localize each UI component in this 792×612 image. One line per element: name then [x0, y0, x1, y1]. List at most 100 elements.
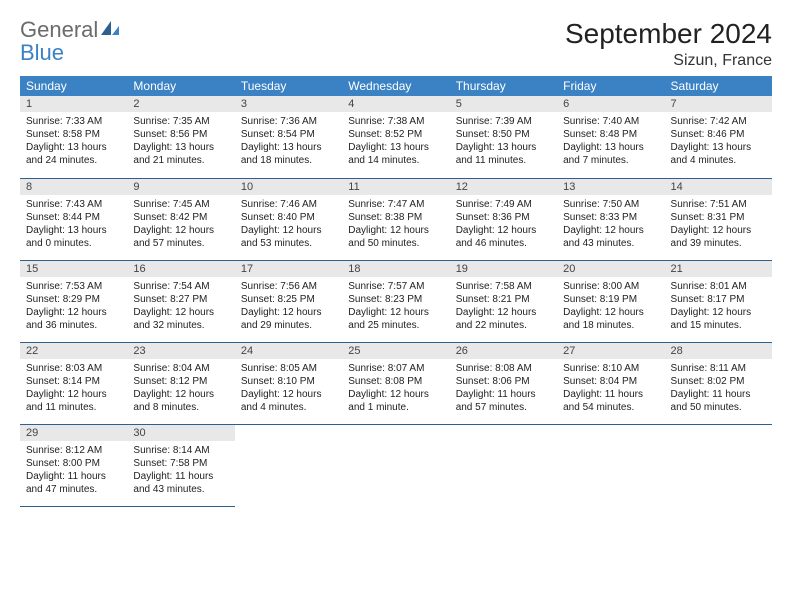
daylight-line: Daylight: 12 hours and 1 minute. — [348, 388, 443, 414]
daylight-line: Daylight: 13 hours and 14 minutes. — [348, 141, 443, 167]
sunset-line: Sunset: 8:48 PM — [563, 128, 658, 141]
sunrise-line: Sunrise: 8:04 AM — [133, 362, 228, 375]
day-cell: 25Sunrise: 8:07 AMSunset: 8:08 PMDayligh… — [342, 342, 449, 424]
sunrise-line: Sunrise: 8:07 AM — [348, 362, 443, 375]
day-info: Sunrise: 7:38 AMSunset: 8:52 PMDaylight:… — [342, 112, 449, 171]
day-cell: 8Sunrise: 7:43 AMSunset: 8:44 PMDaylight… — [20, 178, 127, 260]
day-cell: 27Sunrise: 8:10 AMSunset: 8:04 PMDayligh… — [557, 342, 664, 424]
daylight-line: Daylight: 12 hours and 57 minutes. — [133, 224, 228, 250]
day-cell: 14Sunrise: 7:51 AMSunset: 8:31 PMDayligh… — [665, 178, 772, 260]
daylight-line: Daylight: 11 hours and 47 minutes. — [26, 470, 121, 496]
day-info: Sunrise: 7:45 AMSunset: 8:42 PMDaylight:… — [127, 195, 234, 254]
day-number: 1 — [20, 96, 127, 112]
day-number: 7 — [665, 96, 772, 112]
sunset-line: Sunset: 8:19 PM — [563, 293, 658, 306]
day-cell: 5Sunrise: 7:39 AMSunset: 8:50 PMDaylight… — [450, 96, 557, 178]
sunset-line: Sunset: 8:52 PM — [348, 128, 443, 141]
dow-friday: Friday — [557, 76, 664, 96]
day-cell: 10Sunrise: 7:46 AMSunset: 8:40 PMDayligh… — [235, 178, 342, 260]
day-info: Sunrise: 8:00 AMSunset: 8:19 PMDaylight:… — [557, 277, 664, 336]
dow-thursday: Thursday — [450, 76, 557, 96]
daylight-line: Daylight: 12 hours and 39 minutes. — [671, 224, 766, 250]
sunrise-line: Sunrise: 7:54 AM — [133, 280, 228, 293]
day-cell: 15Sunrise: 7:53 AMSunset: 8:29 PMDayligh… — [20, 260, 127, 342]
dow-monday: Monday — [127, 76, 234, 96]
day-info: Sunrise: 7:36 AMSunset: 8:54 PMDaylight:… — [235, 112, 342, 171]
sunrise-line: Sunrise: 8:05 AM — [241, 362, 336, 375]
day-number: 22 — [20, 343, 127, 359]
day-number: 10 — [235, 179, 342, 195]
day-info: Sunrise: 7:47 AMSunset: 8:38 PMDaylight:… — [342, 195, 449, 254]
day-number: 8 — [20, 179, 127, 195]
day-info: Sunrise: 7:56 AMSunset: 8:25 PMDaylight:… — [235, 277, 342, 336]
day-info: Sunrise: 7:46 AMSunset: 8:40 PMDaylight:… — [235, 195, 342, 254]
daylight-line: Daylight: 11 hours and 50 minutes. — [671, 388, 766, 414]
day-info: Sunrise: 8:04 AMSunset: 8:12 PMDaylight:… — [127, 359, 234, 418]
day-cell: .. — [665, 424, 772, 506]
day-number: 6 — [557, 96, 664, 112]
sunset-line: Sunset: 8:06 PM — [456, 375, 551, 388]
sunset-line: Sunset: 8:27 PM — [133, 293, 228, 306]
daylight-line: Daylight: 11 hours and 54 minutes. — [563, 388, 658, 414]
day-info: Sunrise: 8:07 AMSunset: 8:08 PMDaylight:… — [342, 359, 449, 418]
daylight-line: Daylight: 12 hours and 36 minutes. — [26, 306, 121, 332]
sunset-line: Sunset: 8:04 PM — [563, 375, 658, 388]
day-number: 15 — [20, 261, 127, 277]
day-number: 11 — [342, 179, 449, 195]
month-title: September 2024 — [565, 18, 772, 50]
sunrise-line: Sunrise: 7:49 AM — [456, 198, 551, 211]
dow-sunday: Sunday — [20, 76, 127, 96]
sunrise-line: Sunrise: 7:51 AM — [671, 198, 766, 211]
day-info: Sunrise: 8:11 AMSunset: 8:02 PMDaylight:… — [665, 359, 772, 418]
sail-icon — [100, 18, 120, 41]
sunrise-line: Sunrise: 7:47 AM — [348, 198, 443, 211]
sunset-line: Sunset: 8:46 PM — [671, 128, 766, 141]
day-number: 2 — [127, 96, 234, 112]
day-info: Sunrise: 8:05 AMSunset: 8:10 PMDaylight:… — [235, 359, 342, 418]
day-cell: 19Sunrise: 7:58 AMSunset: 8:21 PMDayligh… — [450, 260, 557, 342]
daylight-line: Daylight: 13 hours and 11 minutes. — [456, 141, 551, 167]
day-info: Sunrise: 7:54 AMSunset: 8:27 PMDaylight:… — [127, 277, 234, 336]
day-cell: .. — [450, 424, 557, 506]
day-cell: 7Sunrise: 7:42 AMSunset: 8:46 PMDaylight… — [665, 96, 772, 178]
day-number: 17 — [235, 261, 342, 277]
day-cell: 24Sunrise: 8:05 AMSunset: 8:10 PMDayligh… — [235, 342, 342, 424]
sunset-line: Sunset: 8:50 PM — [456, 128, 551, 141]
day-cell: 29Sunrise: 8:12 AMSunset: 8:00 PMDayligh… — [20, 424, 127, 506]
day-info: Sunrise: 8:10 AMSunset: 8:04 PMDaylight:… — [557, 359, 664, 418]
day-cell: 12Sunrise: 7:49 AMSunset: 8:36 PMDayligh… — [450, 178, 557, 260]
daylight-line: Daylight: 12 hours and 46 minutes. — [456, 224, 551, 250]
sunrise-line: Sunrise: 7:58 AM — [456, 280, 551, 293]
day-cell: 21Sunrise: 8:01 AMSunset: 8:17 PMDayligh… — [665, 260, 772, 342]
day-number: 30 — [127, 425, 234, 441]
day-number: 29 — [20, 425, 127, 441]
day-number: 24 — [235, 343, 342, 359]
day-info: Sunrise: 7:43 AMSunset: 8:44 PMDaylight:… — [20, 195, 127, 254]
sunset-line: Sunset: 8:31 PM — [671, 211, 766, 224]
sunrise-line: Sunrise: 7:53 AM — [26, 280, 121, 293]
daylight-line: Daylight: 12 hours and 50 minutes. — [348, 224, 443, 250]
sunrise-line: Sunrise: 7:38 AM — [348, 115, 443, 128]
sunset-line: Sunset: 8:42 PM — [133, 211, 228, 224]
day-info: Sunrise: 7:35 AMSunset: 8:56 PMDaylight:… — [127, 112, 234, 171]
sunset-line: Sunset: 8:00 PM — [26, 457, 121, 470]
daylight-line: Daylight: 13 hours and 0 minutes. — [26, 224, 121, 250]
sunset-line: Sunset: 8:58 PM — [26, 128, 121, 141]
sunset-line: Sunset: 8:44 PM — [26, 211, 121, 224]
daylight-line: Daylight: 12 hours and 29 minutes. — [241, 306, 336, 332]
day-cell: 23Sunrise: 8:04 AMSunset: 8:12 PMDayligh… — [127, 342, 234, 424]
day-info: Sunrise: 7:40 AMSunset: 8:48 PMDaylight:… — [557, 112, 664, 171]
location: Sizun, France — [565, 52, 772, 70]
daylight-line: Daylight: 12 hours and 11 minutes. — [26, 388, 121, 414]
day-number: 27 — [557, 343, 664, 359]
sunset-line: Sunset: 8:38 PM — [348, 211, 443, 224]
day-number: 3 — [235, 96, 342, 112]
day-number: 19 — [450, 261, 557, 277]
sunrise-line: Sunrise: 8:08 AM — [456, 362, 551, 375]
sunset-line: Sunset: 8:25 PM — [241, 293, 336, 306]
sunset-line: Sunset: 8:23 PM — [348, 293, 443, 306]
sunrise-line: Sunrise: 7:56 AM — [241, 280, 336, 293]
sunrise-line: Sunrise: 8:11 AM — [671, 362, 766, 375]
sunrise-line: Sunrise: 7:35 AM — [133, 115, 228, 128]
day-number: 4 — [342, 96, 449, 112]
